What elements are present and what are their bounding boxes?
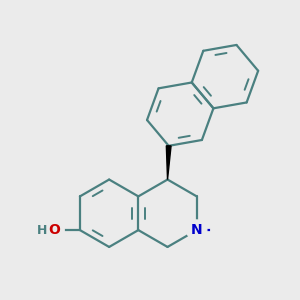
Text: O: O [49,223,61,237]
Text: N: N [191,223,203,237]
Text: H: H [37,224,47,237]
Polygon shape [166,146,171,179]
Circle shape [211,215,240,245]
Circle shape [45,220,64,240]
Circle shape [187,220,207,240]
